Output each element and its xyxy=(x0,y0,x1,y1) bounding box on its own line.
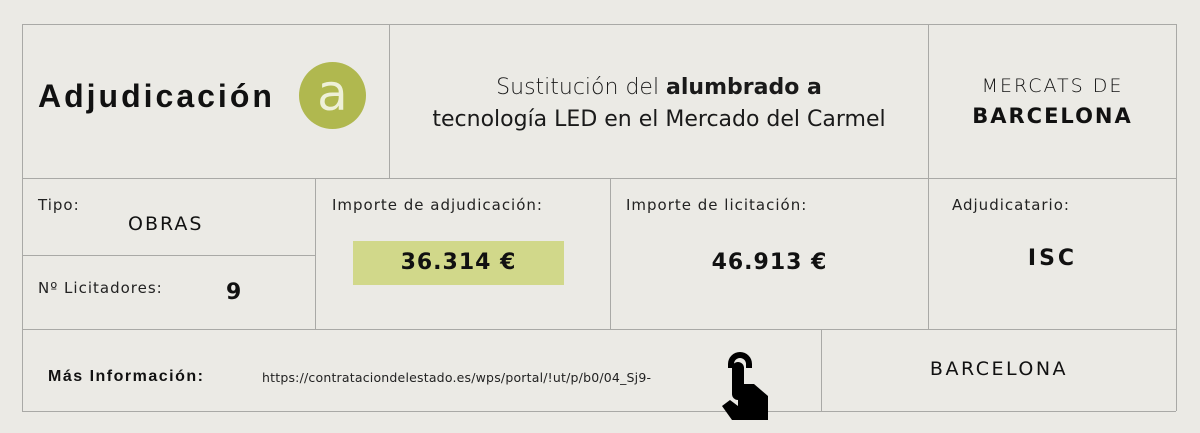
page-title: Adjudicación xyxy=(38,78,275,114)
mas-informacion-label: Más Información: xyxy=(48,368,205,385)
contract-title: Sustitución del alumbrado a tecnología L… xyxy=(432,75,886,132)
organization-name: MERCATS DE BARCELONA xyxy=(972,75,1133,128)
licitadores-value: 9 xyxy=(226,280,243,305)
importe-licitacion-label: Importe de licitación: xyxy=(626,196,808,214)
importe-licitacion-value: 46.913 € xyxy=(711,250,828,275)
tipo-value: OBRAS xyxy=(128,213,204,235)
tipo-label: Tipo: xyxy=(38,196,80,214)
importe-adjudicacion-label: Importe de adjudicación: xyxy=(332,196,543,214)
adjudicacion-logo-icon: a xyxy=(299,62,366,129)
adjudicatario-value: ISC xyxy=(1027,246,1078,271)
more-info-link[interactable]: https://contrataciondelestado.es/wps/por… xyxy=(262,370,652,385)
importe-adjudicacion-value: 36.314 € xyxy=(353,241,564,285)
adjudicatario-label: Adjudicatario: xyxy=(952,196,1070,214)
pointing-hand-icon[interactable] xyxy=(718,350,772,422)
licitadores-label: Nº Licitadores: xyxy=(38,279,163,297)
location-value: BARCELONA xyxy=(929,358,1069,380)
